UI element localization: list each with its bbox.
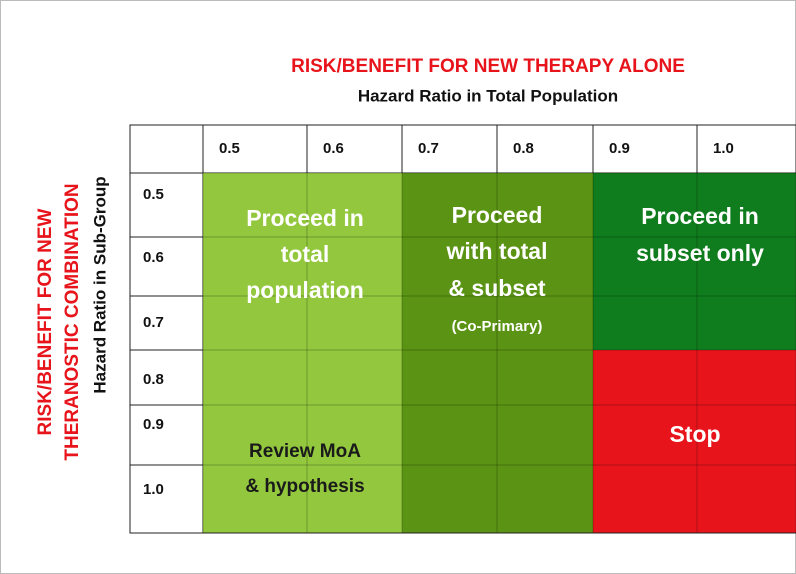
- column-header: 0.8: [513, 140, 534, 157]
- region-mid-green: [402, 173, 593, 533]
- column-header: 0.5: [219, 140, 240, 157]
- region-text: subset only: [636, 240, 764, 266]
- row-header: 0.7: [143, 314, 164, 331]
- region-text: & hypothesis: [245, 476, 364, 497]
- side-subtitle: Hazard Ratio in Sub-Group: [90, 176, 109, 393]
- row-header: 0.9: [143, 416, 164, 433]
- region-dark-green: [593, 173, 796, 350]
- region-light-green: [203, 173, 402, 533]
- row-header: 0.5: [143, 186, 164, 203]
- subtitle: Hazard Ratio in Total Population: [358, 86, 618, 105]
- region-text: & subset: [448, 275, 545, 301]
- title: RISK/BENEFIT FOR NEW THERAPY ALONE: [291, 56, 685, 77]
- region-text: Review MoA: [249, 441, 361, 462]
- side-title-line: THERANOSTIC COMBINATION: [62, 183, 83, 460]
- column-header: 0.7: [418, 140, 439, 157]
- side-title: RISK/BENEFIT FOR NEW: [35, 208, 56, 435]
- side-title: THERANOSTIC COMBINATION: [62, 183, 83, 460]
- column-header: 1.0: [713, 140, 734, 157]
- header-cell: [129, 124, 796, 174]
- region-red: [593, 350, 796, 533]
- header-cell: [129, 124, 204, 534]
- table: 0.5 0.6 0.7 0.8 0.9 1.0 0.5 0.6 0.7 0.8 0.9 1.0: [129, 124, 796, 534]
- column-header: 0.9: [609, 140, 630, 157]
- region-text: total: [281, 241, 330, 267]
- region-text: Proceed in: [246, 205, 364, 231]
- region-text: population: [246, 277, 364, 303]
- column-header: 0.6: [323, 140, 344, 157]
- region-text: Proceed: [452, 202, 543, 228]
- region-note: (Co-Primary): [452, 318, 543, 335]
- side-title-line: RISK/BENEFIT FOR NEW: [35, 208, 56, 435]
- row-header: 0.8: [143, 371, 164, 388]
- region-text: with total: [446, 238, 548, 264]
- region-text: Stop: [669, 421, 720, 447]
- region-labels: Proceed in total population Review MoA &…: [245, 202, 764, 497]
- row-header: 0.6: [143, 249, 164, 266]
- side-subtitle-text: Hazard Ratio in Sub-Group: [90, 176, 109, 393]
- row-header: 1.0: [143, 481, 164, 498]
- region-text: Proceed in: [641, 203, 759, 229]
